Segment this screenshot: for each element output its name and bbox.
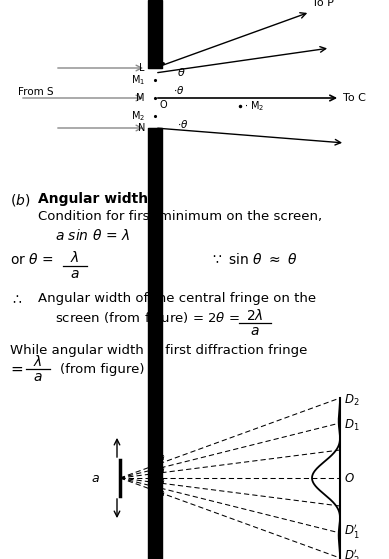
Text: $\because$ sin $\theta$ $\approx$ $\theta$: $\because$ sin $\theta$ $\approx$ $\thet… xyxy=(210,252,298,267)
Text: $D_1$: $D_1$ xyxy=(344,418,359,433)
Bar xyxy=(148,128,162,559)
Text: $\therefore$: $\therefore$ xyxy=(10,292,23,306)
Text: =: = xyxy=(10,362,23,377)
Text: $a$: $a$ xyxy=(33,370,43,384)
Text: $a$: $a$ xyxy=(91,471,100,485)
Text: $D_2$: $D_2$ xyxy=(344,392,359,408)
Text: M$_1$: M$_1$ xyxy=(131,73,145,87)
Text: Angular width of the central fringe on the: Angular width of the central fringe on t… xyxy=(38,292,316,305)
Text: M$_2$: M$_2$ xyxy=(131,109,145,123)
Text: $a$: $a$ xyxy=(250,324,260,338)
Text: screen (from figure) = 2$\theta$ =: screen (from figure) = 2$\theta$ = xyxy=(55,310,240,327)
Text: $\lambda$: $\lambda$ xyxy=(33,353,43,368)
Text: M: M xyxy=(137,93,145,103)
Text: To C: To C xyxy=(343,93,366,103)
Text: $a$ sin $\theta$ = $\lambda$: $a$ sin $\theta$ = $\lambda$ xyxy=(55,228,130,243)
Text: $\cdot$ M$_2$: $\cdot$ M$_2$ xyxy=(244,99,264,113)
Text: $D_2'$: $D_2'$ xyxy=(344,547,359,559)
Text: $\lambda/a$: $\lambda/a$ xyxy=(152,451,166,462)
Text: $a$: $a$ xyxy=(70,267,80,281)
Text: $\lambda/a$: $\lambda/a$ xyxy=(152,475,166,486)
Text: Condition for first minimum on the screen,: Condition for first minimum on the scree… xyxy=(38,210,322,223)
Text: $\lambda$: $\lambda$ xyxy=(70,250,80,266)
Text: While angular width of first diffraction fringe: While angular width of first diffraction… xyxy=(10,344,307,357)
Bar xyxy=(148,0,162,68)
Text: $\theta$: $\theta$ xyxy=(177,66,186,78)
Text: $\lambda/a$: $\lambda/a$ xyxy=(152,462,166,473)
Text: L: L xyxy=(140,63,145,73)
Text: $(b)$: $(b)$ xyxy=(10,192,30,208)
Text: $\cdot\theta$: $\cdot\theta$ xyxy=(173,84,184,96)
Text: $\cdot\theta$: $\cdot\theta$ xyxy=(177,118,188,130)
Text: (from figure): (from figure) xyxy=(60,362,144,376)
Text: or $\theta$ =: or $\theta$ = xyxy=(10,252,54,267)
Text: $D_1'$: $D_1'$ xyxy=(344,522,359,540)
Text: $\lambda/a$: $\lambda/a$ xyxy=(152,486,166,498)
Text: From S: From S xyxy=(18,87,54,97)
Text: Angular width :: Angular width : xyxy=(38,192,158,206)
Text: O: O xyxy=(160,100,168,110)
Text: N: N xyxy=(138,123,145,133)
Text: $O$: $O$ xyxy=(344,471,355,485)
Text: $2\lambda$: $2\lambda$ xyxy=(246,307,264,323)
Text: To P: To P xyxy=(312,0,334,8)
